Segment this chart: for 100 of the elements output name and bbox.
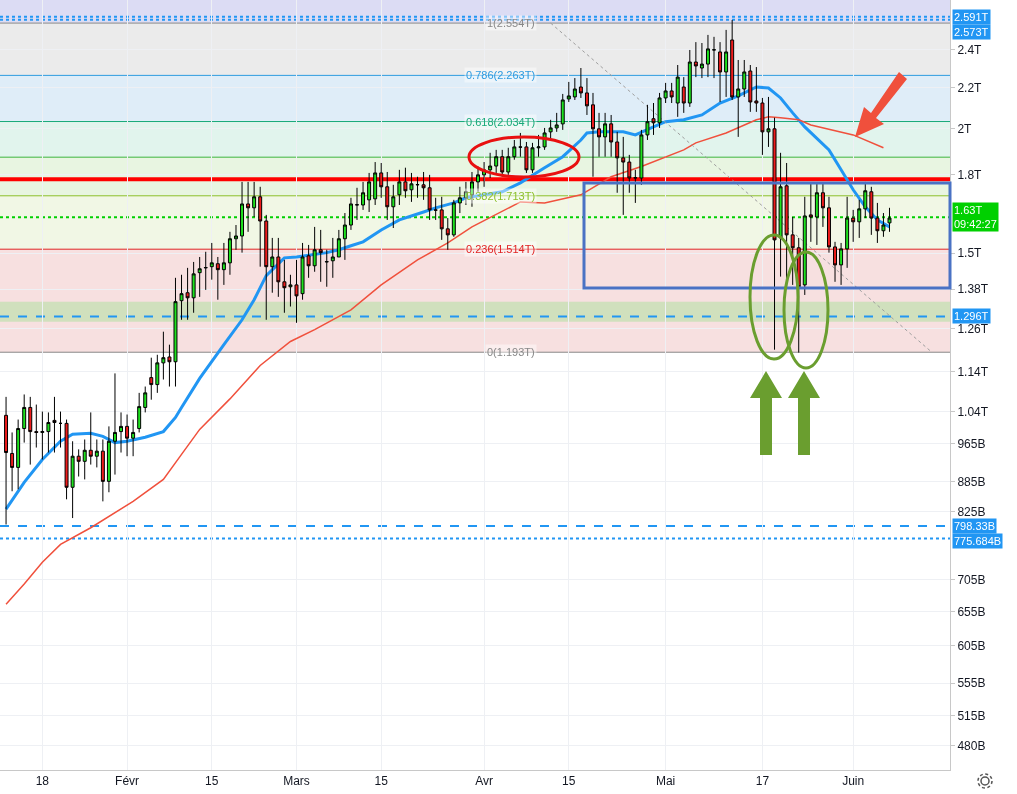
candlestick bbox=[603, 112, 608, 158]
candlestick bbox=[10, 431, 15, 492]
candlestick bbox=[687, 49, 692, 108]
candlestick bbox=[191, 261, 196, 314]
ref-line-label: 2.591T bbox=[954, 11, 989, 23]
candlestick bbox=[869, 186, 874, 236]
candlestick bbox=[669, 82, 674, 104]
candlestick bbox=[155, 354, 160, 394]
y-tick-label: 1.8T bbox=[957, 167, 983, 182]
candlestick bbox=[584, 77, 589, 116]
candlestick bbox=[209, 242, 214, 281]
y-tick-label: 1.5T bbox=[957, 246, 983, 261]
candlestick bbox=[324, 249, 329, 288]
y-tick-label: 705B bbox=[957, 572, 986, 587]
x-tick-label: 18 bbox=[35, 774, 50, 789]
candlestick bbox=[851, 209, 856, 243]
candlestick bbox=[28, 396, 33, 466]
y-tick-label: 1.04T bbox=[957, 404, 989, 419]
legend-label: 2.573T bbox=[954, 26, 989, 38]
candlestick bbox=[240, 181, 245, 254]
candlestick bbox=[22, 393, 27, 444]
candlestick bbox=[125, 414, 130, 457]
candlestick bbox=[391, 184, 396, 229]
candlestick bbox=[675, 64, 680, 118]
candlestick bbox=[724, 29, 729, 98]
candlestick bbox=[76, 448, 81, 478]
candlestick bbox=[94, 438, 99, 468]
x-tick-label: Mai bbox=[655, 774, 676, 789]
candlestick bbox=[252, 181, 257, 218]
y-tick-label: 555B bbox=[957, 676, 986, 691]
y-tick-label: 1.26T bbox=[957, 321, 989, 336]
candlestick bbox=[40, 411, 45, 460]
candlestick bbox=[221, 242, 226, 286]
candlestick bbox=[119, 411, 123, 454]
candlestick bbox=[476, 166, 481, 193]
candlestick bbox=[276, 237, 281, 298]
candlestick bbox=[445, 217, 450, 251]
y-tick-label: 605B bbox=[957, 639, 986, 654]
candlestick bbox=[506, 147, 511, 176]
candlestick bbox=[246, 181, 251, 233]
y-tick-label: 480B bbox=[957, 739, 986, 754]
candlestick bbox=[82, 438, 87, 480]
x-tick-label: Avr bbox=[475, 774, 493, 789]
annotation: 0.382(1.713T) bbox=[466, 190, 536, 202]
ref-line-label: 775.684B bbox=[954, 535, 1002, 547]
candlestick bbox=[373, 161, 378, 206]
y-tick-label: 2.2T bbox=[957, 80, 983, 95]
candlestick bbox=[149, 357, 154, 401]
candlestick bbox=[312, 226, 317, 273]
candlestick bbox=[100, 438, 105, 502]
x-tick-label: 15 bbox=[562, 774, 576, 789]
ref-line-label: 798.33B bbox=[954, 520, 995, 532]
candlestick bbox=[330, 237, 335, 279]
y-tick-label: 885B bbox=[957, 474, 986, 489]
candlestick bbox=[488, 152, 493, 179]
candlestick bbox=[137, 392, 142, 433]
candlestick bbox=[355, 187, 359, 221]
candlestick bbox=[88, 411, 93, 466]
candlestick bbox=[572, 77, 577, 101]
y-tick-label: 1.38T bbox=[957, 282, 989, 297]
candlestick bbox=[34, 404, 39, 449]
y-tick-label: 2T bbox=[957, 122, 973, 137]
annotation: 0.618(2.034T) bbox=[466, 116, 536, 128]
candlestick bbox=[560, 93, 565, 131]
candlestick bbox=[693, 41, 698, 78]
x-tick-label: 15 bbox=[205, 774, 219, 789]
candlestick bbox=[203, 251, 208, 291]
candlestick bbox=[857, 199, 862, 239]
x-tick-label: 15 bbox=[374, 774, 389, 789]
candlestick bbox=[336, 229, 341, 258]
candlestick bbox=[827, 196, 831, 254]
candlestick bbox=[16, 419, 21, 490]
candlestick bbox=[833, 241, 838, 283]
candlestick bbox=[215, 256, 220, 301]
candlestick bbox=[627, 154, 632, 194]
annotation: 0(1.193T) bbox=[487, 346, 535, 358]
candlestick bbox=[385, 171, 390, 221]
candlestick bbox=[802, 196, 807, 296]
candlestick bbox=[548, 119, 553, 141]
ref-line-label: 1.63T 09:42:27 bbox=[954, 204, 997, 231]
y-tick-label: 2.4T bbox=[957, 43, 983, 58]
ref-line-label: 1.296T bbox=[954, 310, 989, 322]
candlestick bbox=[457, 186, 462, 214]
candlestick bbox=[131, 419, 136, 457]
candlestick bbox=[705, 34, 710, 78]
candlestick bbox=[748, 64, 753, 113]
candlestick bbox=[58, 411, 63, 449]
candlestick bbox=[494, 149, 499, 174]
candlestick bbox=[609, 114, 614, 158]
x-tick-label: Févr bbox=[115, 774, 140, 789]
candlestick bbox=[633, 169, 638, 204]
candlestick bbox=[197, 256, 202, 298]
candlestick bbox=[512, 139, 517, 161]
candlestick bbox=[621, 136, 626, 216]
candlestick bbox=[451, 199, 456, 238]
candlestick bbox=[379, 162, 384, 199]
candlestick bbox=[234, 224, 238, 251]
y-tick-label: 515B bbox=[957, 708, 986, 723]
candlestick bbox=[887, 207, 892, 233]
candlestick bbox=[699, 42, 704, 79]
